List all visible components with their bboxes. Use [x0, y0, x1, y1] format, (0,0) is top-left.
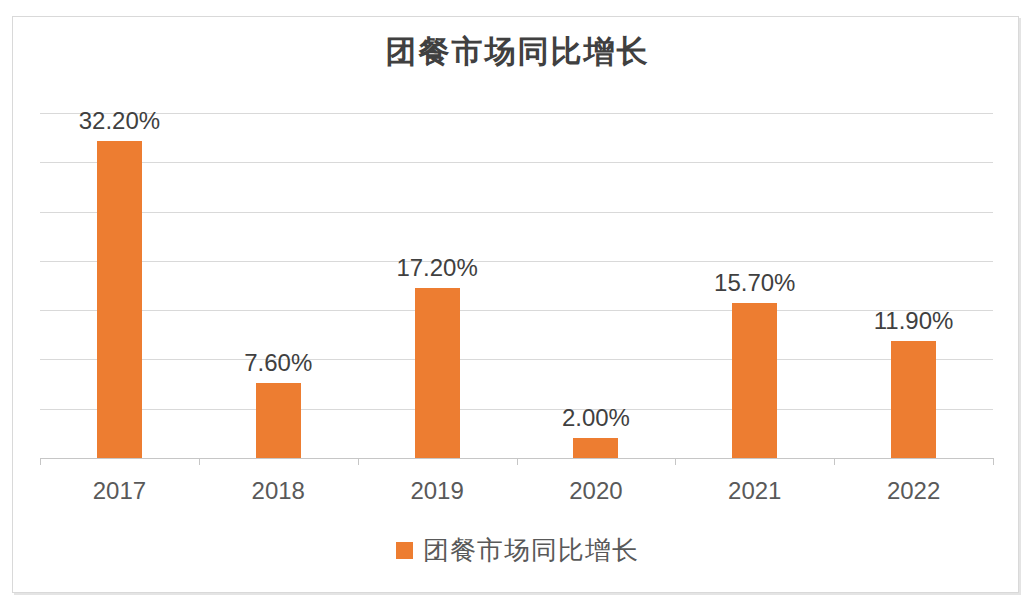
gridline — [40, 310, 993, 311]
bar-value-label: 15.70% — [714, 271, 795, 295]
gridline — [40, 409, 993, 410]
legend-label: 团餐市场同比增长 — [423, 536, 639, 565]
x-axis-tick-label: 2017 — [93, 479, 146, 503]
gridline — [40, 261, 993, 262]
gridline — [40, 359, 993, 360]
chart-canvas: 团餐市场同比增长 32.20% 7.60% 17.20% 2.00% 15.70% 11.… — [0, 0, 1035, 606]
x-axis-tick — [358, 458, 359, 465]
bar — [415, 288, 460, 458]
plot-area: 32.20%7.60%17.20%2.00%15.70%11.90% — [40, 113, 993, 458]
x-axis-tick-label: 2020 — [569, 479, 622, 503]
bar-value-label: 7.60% — [244, 351, 312, 375]
x-axis-tick — [40, 458, 41, 465]
x-axis-tick-label: 2018 — [252, 479, 305, 503]
gridline — [40, 162, 993, 163]
bar — [97, 141, 142, 458]
bar — [573, 438, 618, 458]
bar — [732, 303, 777, 458]
x-axis-tick-label: 2022 — [887, 479, 940, 503]
x-axis-tick — [993, 458, 994, 465]
x-axis-tick-label: 2021 — [728, 479, 781, 503]
bar — [891, 341, 936, 458]
bar-value-label: 32.20% — [79, 109, 160, 133]
x-axis-tick-label: 2019 — [410, 479, 463, 503]
legend: 团餐市场同比增长 — [0, 536, 1035, 565]
bar-value-label: 11.90% — [874, 309, 954, 333]
x-axis-tick — [675, 458, 676, 465]
bar-value-label: 2.00% — [562, 406, 630, 430]
bar-value-label: 17.20% — [396, 256, 477, 280]
legend-swatch-icon — [396, 542, 413, 559]
x-axis-tick — [199, 458, 200, 465]
x-axis-tick — [834, 458, 835, 465]
gridline — [40, 113, 993, 114]
x-axis-tick — [517, 458, 518, 465]
bar — [256, 383, 301, 458]
gridline — [40, 212, 993, 213]
chart-title: 团餐市场同比增长 — [0, 35, 1035, 69]
